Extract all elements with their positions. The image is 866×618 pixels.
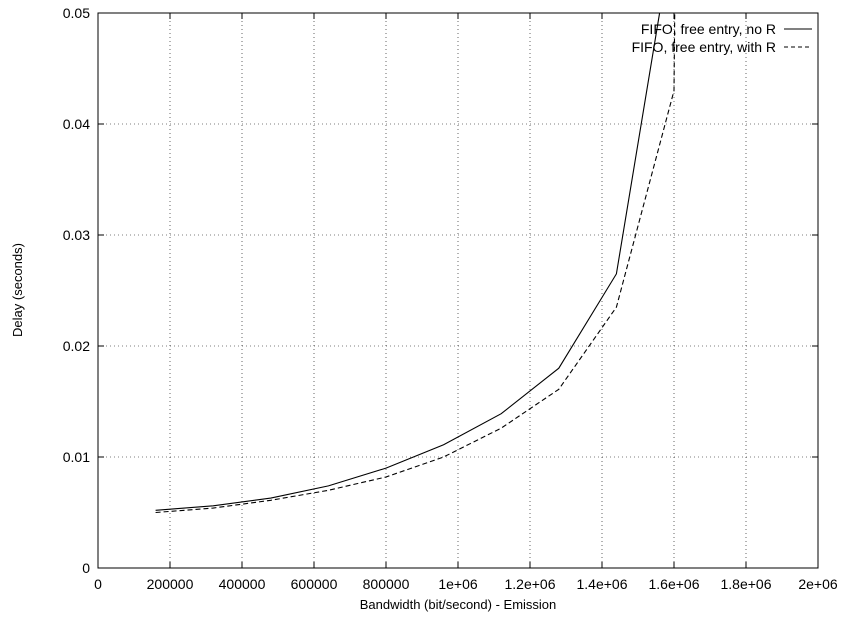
series-line-2 bbox=[155, 12, 676, 514]
tick-layer: 0 200000 400000 600000 800000 1e+06 1.2e+06 1.4… bbox=[63, 5, 838, 592]
x-tick-label: 1e+06 bbox=[438, 576, 478, 592]
plot-frame bbox=[97, 12, 819, 569]
y-axis-label: Delay (seconds) bbox=[10, 243, 25, 337]
x-tick-label: 200000 bbox=[147, 576, 194, 592]
y-tick-label: 0.05 bbox=[63, 5, 90, 21]
legend-label-1: FIFO, free entry, no R bbox=[641, 21, 776, 37]
x-tick-label: 800000 bbox=[363, 576, 410, 592]
x-tick-label: 1.2e+06 bbox=[505, 576, 556, 592]
legend: FIFO, free entry, no R FIFO, free entry, … bbox=[632, 21, 812, 55]
grid-layer bbox=[98, 13, 818, 568]
x-tick-label: 600000 bbox=[291, 576, 338, 592]
y-tick-label: 0 bbox=[82, 560, 90, 576]
legend-label-2: FIFO, free entry, with R bbox=[632, 39, 776, 55]
x-tick-label: 1.8e+06 bbox=[721, 576, 772, 592]
x-tick-label: 400000 bbox=[219, 576, 266, 592]
y-tick-label: 0.01 bbox=[63, 449, 90, 465]
x-axis-label: Bandwidth (bit/second) - Emission bbox=[360, 597, 557, 612]
y-tick-label: 0.04 bbox=[63, 116, 90, 132]
series-layer bbox=[155, 12, 676, 514]
x-tick-label: 2e+06 bbox=[798, 576, 838, 592]
series-line-1 bbox=[155, 12, 661, 511]
x-tick-label: 0 bbox=[94, 576, 102, 592]
x-tick-label: 1.4e+06 bbox=[577, 576, 628, 592]
y-tick-label: 0.02 bbox=[63, 338, 90, 354]
y-tick-label: 0.03 bbox=[63, 227, 90, 243]
x-tick-label: 1.6e+06 bbox=[649, 576, 700, 592]
